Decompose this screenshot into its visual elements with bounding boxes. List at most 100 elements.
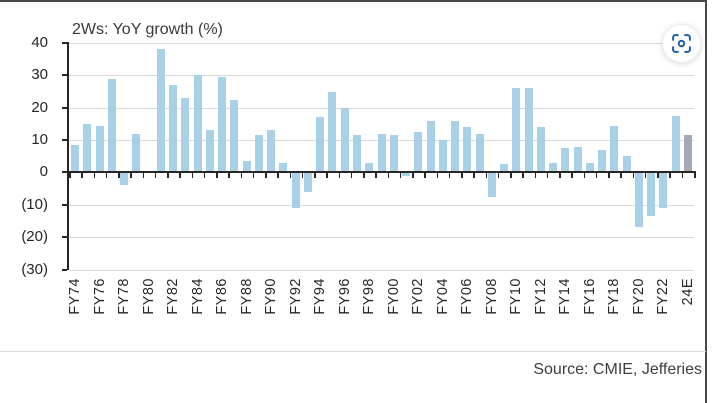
- x-axis-tick: [252, 173, 255, 179]
- y-axis-tick: [62, 139, 67, 142]
- x-axis-tick: [522, 173, 524, 179]
- source-note: Source: CMIE, Jefferies: [533, 361, 702, 378]
- x-axis-tick: [265, 173, 267, 179]
- x-axis-tick: [93, 173, 95, 179]
- capture-button[interactable]: [662, 24, 701, 63]
- x-axis-label: FY82: [165, 278, 182, 315]
- x-axis-tick: [81, 173, 83, 179]
- x-axis-label: FY22: [655, 278, 672, 315]
- y-axis-tick: [62, 42, 67, 44]
- footer-divider: [0, 351, 706, 352]
- x-axis-tick: [681, 173, 684, 179]
- bar-FY83: [181, 98, 190, 173]
- y-axis-tick: [62, 106, 67, 109]
- bar-FY10: [512, 88, 521, 173]
- plot-area: 40 30 20 10 0 (10) (20) (30) FY74 FY76 FY78 FY80 FY8…: [21, 34, 696, 315]
- x-axis-label: FY06: [459, 278, 476, 315]
- bar-FY05: [451, 120, 460, 173]
- bar-FY14: [561, 148, 570, 173]
- x-axis-tick: [363, 173, 365, 179]
- x-axis-tick: [694, 173, 696, 179]
- x-axis-label: FY74: [67, 278, 84, 315]
- x-axis-tick: [399, 173, 402, 179]
- x-axis-label: FY10: [508, 278, 525, 315]
- bar-FY78: [120, 172, 129, 186]
- bar-FY88: [242, 161, 251, 173]
- gridline: [69, 43, 694, 44]
- x-axis-tick: [510, 173, 512, 179]
- x-axis-label: FY90: [263, 278, 280, 315]
- x-axis-tick: [571, 173, 573, 179]
- x-axis-tick: [461, 173, 463, 179]
- x-axis-label: 24E: [679, 278, 696, 306]
- bar-FY89: [254, 135, 263, 173]
- bar-FY16: [585, 162, 594, 173]
- x-axis-tick: [203, 173, 206, 179]
- bar-FY93: [303, 172, 312, 192]
- gridline: [69, 237, 694, 239]
- bar-24E: [683, 135, 692, 173]
- x-axis-label: FY94: [312, 278, 329, 315]
- y-axis-label: 30: [31, 66, 48, 84]
- bar-FY98: [365, 162, 374, 173]
- bar-FY76: [95, 125, 104, 173]
- x-axis-label: FY98: [361, 278, 378, 315]
- x-axis-tick: [595, 173, 598, 179]
- x-axis-tick: [436, 173, 439, 179]
- x-axis-tick: [534, 173, 537, 179]
- x-axis-tick: [387, 173, 390, 179]
- bar-FY23: [671, 115, 680, 173]
- window-top-border: [0, 0, 707, 2]
- x-axis-tick: [301, 173, 304, 179]
- bar-FY02: [414, 131, 423, 173]
- y-axis-label: (20): [21, 228, 48, 246]
- x-axis-label: FY92: [287, 278, 304, 315]
- bar-FY92: [291, 172, 300, 208]
- x-axis-tick: [118, 173, 120, 179]
- bar-FY03: [426, 120, 435, 173]
- bar-FY81: [156, 49, 165, 173]
- y-axis-label: 0: [39, 163, 48, 181]
- bar-FY96: [340, 107, 349, 173]
- gridline: [69, 204, 694, 206]
- x-axis-tick: [167, 173, 169, 179]
- bar-FY17: [598, 149, 607, 173]
- x-axis-tick: [326, 173, 328, 179]
- bar-FY84: [193, 75, 202, 173]
- bar-FY21: [647, 172, 656, 217]
- x-axis-label: FY88: [238, 278, 255, 315]
- y-axis-tick: [62, 74, 67, 77]
- x-axis-label: FY84: [189, 278, 206, 315]
- x-axis-label: FY78: [116, 278, 133, 315]
- bar-FY12: [536, 127, 545, 173]
- bar-FY07: [475, 133, 484, 173]
- scan-focus-icon: [671, 33, 692, 54]
- x-axis-tick: [608, 173, 610, 179]
- x-axis-tick: [105, 173, 108, 179]
- y-axis-tick: [62, 203, 67, 206]
- x-axis-tick: [277, 173, 279, 179]
- bar-FY01: [402, 172, 410, 176]
- x-axis-label: FY80: [140, 278, 157, 315]
- bar-FY90: [267, 130, 276, 173]
- x-axis-label: FY02: [410, 278, 427, 315]
- bar-FY82: [169, 85, 178, 173]
- y-axis-tick: [62, 268, 67, 271]
- x-axis-tick: [657, 173, 659, 179]
- bar-FY04: [438, 140, 447, 173]
- x-axis-label: FY16: [581, 278, 598, 315]
- gridline: [69, 107, 694, 109]
- x-axis-tick: [583, 173, 586, 179]
- x-axis-tick: [669, 173, 671, 179]
- y-axis-label: (10): [21, 195, 48, 213]
- x-axis-label: FY14: [557, 278, 574, 315]
- bar-FY86: [218, 76, 227, 173]
- y-axis-label: (30): [21, 260, 48, 278]
- x-axis-line: [66, 171, 696, 174]
- x-axis-tick: [632, 173, 635, 179]
- bar-FY20: [634, 172, 643, 228]
- bar-FY95: [328, 91, 337, 173]
- bar-FY08: [487, 172, 496, 197]
- bar-FY85: [205, 130, 214, 173]
